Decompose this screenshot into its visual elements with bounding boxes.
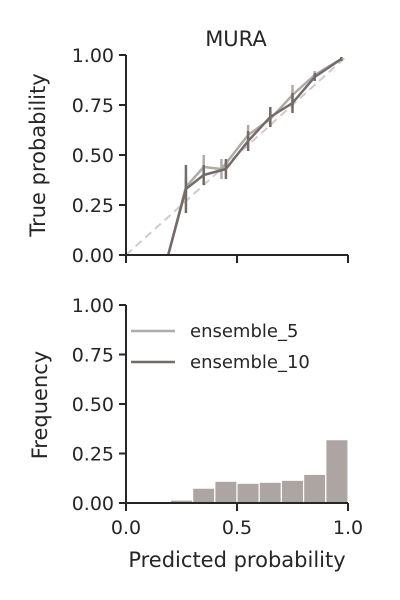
bottom-x-axis-title: Predicted probability [128, 548, 345, 572]
top-y-tick-label: 0.25 [72, 195, 114, 217]
series-ensemble_5 [166, 57, 343, 256]
legend-label-ensemble_5: ensemble_5 [190, 321, 298, 342]
histogram-bar [325, 439, 349, 504]
histogram-bar [258, 481, 283, 504]
series-line-ensemble_5 [166, 57, 342, 256]
histogram-bars [169, 439, 349, 504]
chart-title: MURA [205, 27, 267, 51]
top-x-ticks [125, 255, 349, 263]
bottom-x-tick-label: 1.0 [333, 517, 363, 539]
top-y-tick-label: 0.00 [72, 245, 114, 267]
histogram-bar [192, 487, 216, 504]
bottom-y-tick-label: 0.75 [72, 345, 114, 367]
histogram-bar [214, 480, 238, 504]
bottom-y-tick-label: 0.00 [72, 493, 114, 515]
histogram-bar [236, 482, 260, 504]
frequency-histogram: 0.00 0.25 0.50 0.75 1.00 0.0 0.5 1.0 Frequency… [28, 295, 363, 572]
bottom-y-axis-title: Frequency [28, 351, 52, 460]
histogram-bar [280, 479, 305, 504]
legend-label-ensemble_10: ensemble_10 [190, 352, 310, 373]
bottom-y-tick-label: 0.25 [72, 444, 114, 466]
bottom-x-tick-label: 0.0 [111, 517, 141, 539]
bottom-x-tick-label: 0.5 [222, 517, 252, 539]
top-y-ticks: 0.00 0.25 0.50 0.75 1.00 [72, 45, 126, 267]
bottom-y-tick-label: 1.00 [72, 295, 114, 317]
series-ensemble_10 [166, 57, 343, 256]
histogram-bar [303, 473, 327, 504]
top-y-tick-label: 0.75 [72, 95, 114, 117]
reliability-diagram: MURA 0.00 0.25 0.50 0.75 1.00 True probabili… [26, 27, 349, 267]
series-line-ensemble_10 [166, 57, 343, 256]
top-y-tick-label: 1.00 [72, 45, 114, 67]
bottom-x-ticks: 0.0 0.5 1.0 [111, 503, 363, 539]
legend: ensemble_5 ensemble_10 [131, 321, 310, 373]
bottom-y-tick-label: 0.50 [72, 394, 114, 416]
top-y-axis-title: True probability [26, 73, 50, 237]
bottom-y-ticks: 0.00 0.25 0.50 0.75 1.00 [72, 295, 126, 515]
calibration-series [166, 57, 343, 256]
top-y-tick-label: 0.50 [72, 145, 114, 167]
